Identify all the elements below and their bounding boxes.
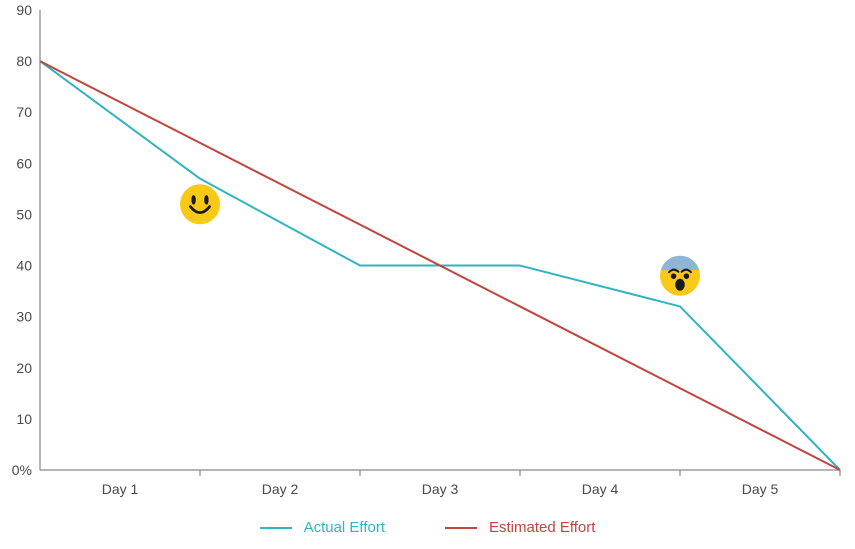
chart-legend: Actual Effort Estimated Effort: [0, 519, 855, 536]
svg-text:90: 90: [16, 2, 32, 18]
svg-text:50: 50: [16, 206, 32, 222]
legend-item-estimated: Estimated Effort: [445, 519, 595, 536]
svg-text:Day 5: Day 5: [742, 481, 779, 497]
svg-text:10: 10: [16, 411, 32, 427]
svg-text:80: 80: [16, 53, 32, 69]
svg-text:Day 1: Day 1: [102, 481, 139, 497]
legend-swatch-estimated: [445, 527, 477, 529]
svg-text:70: 70: [16, 104, 32, 120]
chart-svg: 0% 10 20 30 40 50 60 70 80 90 Day 1 Day 2 Day 3 Day 4…: [0, 0, 855, 544]
svg-text:60: 60: [16, 155, 32, 171]
svg-text:40: 40: [16, 258, 32, 274]
legend-swatch-actual: [260, 527, 292, 529]
svg-text:Day 4: Day 4: [582, 481, 619, 497]
svg-text:20: 20: [16, 360, 32, 376]
burndown-chart: 0% 10 20 30 40 50 60 70 80 90 Day 1 Day 2 Day 3 Day 4…: [0, 0, 855, 544]
svg-text:30: 30: [16, 309, 32, 325]
legend-label-estimated: Estimated Effort: [489, 519, 595, 536]
legend-label-actual: Actual Effort: [304, 519, 385, 536]
legend-item-actual: Actual Effort: [260, 519, 385, 536]
svg-text:Day 2: Day 2: [262, 481, 299, 497]
svg-text:Day 3: Day 3: [422, 481, 459, 497]
svg-text:0%: 0%: [12, 462, 32, 478]
